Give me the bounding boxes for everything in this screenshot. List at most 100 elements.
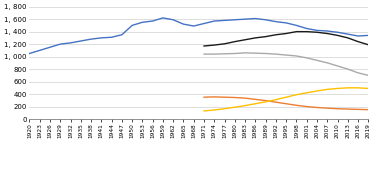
0～14歳 [253, 98, 258, 101]
総数 [192, 25, 196, 27]
総数 [284, 22, 288, 24]
総数 [315, 29, 319, 31]
0～14歳 [304, 105, 309, 108]
0～14歳 [243, 97, 248, 99]
Line: 15～64歳: 15～64歳 [204, 53, 368, 75]
15～64歳 [274, 53, 278, 55]
0～14歳 [345, 108, 350, 110]
65歳以上 [335, 87, 340, 90]
総数 [130, 24, 134, 26]
総数 [38, 49, 42, 51]
15歳以上 [232, 41, 237, 43]
15歳以上 [284, 32, 288, 35]
15～64歳 [335, 65, 340, 67]
Line: 総数: 総数 [30, 18, 368, 54]
15歳以上 [212, 44, 216, 46]
65歳以上 [315, 90, 319, 92]
65歳以上 [325, 88, 330, 91]
総数 [335, 31, 340, 33]
総数 [294, 24, 299, 26]
総数 [150, 20, 155, 22]
Line: 65歳以上: 65歳以上 [204, 88, 368, 111]
0～14歳 [284, 103, 288, 105]
65歳以上 [232, 106, 237, 108]
総数 [120, 34, 124, 36]
15歳以上 [294, 31, 299, 33]
15歳以上 [366, 44, 370, 46]
0～14歳 [315, 106, 319, 109]
総数 [253, 17, 258, 20]
総数 [161, 17, 165, 19]
0～14歳 [366, 108, 370, 111]
15～64歳 [222, 53, 227, 55]
65歳以上 [202, 110, 206, 112]
15歳以上 [222, 43, 227, 45]
15歳以上 [345, 37, 350, 39]
15歳以上 [356, 41, 360, 43]
15～64歳 [284, 54, 288, 56]
Line: 15歳以上: 15歳以上 [204, 32, 368, 46]
15歳以上 [274, 34, 278, 36]
65歳以上 [263, 101, 268, 103]
15歳以上 [202, 45, 206, 47]
総数 [110, 36, 114, 38]
総数 [140, 21, 145, 23]
総数 [212, 20, 216, 22]
15歳以上 [253, 37, 258, 39]
15～64歳 [315, 59, 319, 61]
15～64歳 [345, 68, 350, 70]
15歳以上 [243, 39, 248, 41]
0～14歳 [263, 99, 268, 102]
65歳以上 [274, 98, 278, 101]
総数 [68, 42, 73, 44]
65歳以上 [294, 94, 299, 96]
65歳以上 [345, 87, 350, 89]
0～14歳 [335, 108, 340, 110]
15～64歳 [243, 52, 248, 54]
15歳以上 [304, 31, 309, 33]
65歳以上 [284, 96, 288, 98]
0～14歳 [222, 96, 227, 98]
65歳以上 [222, 108, 227, 110]
総数 [48, 46, 52, 48]
15歳以上 [263, 36, 268, 38]
総数 [58, 43, 63, 45]
65歳以上 [212, 109, 216, 111]
65歳以上 [356, 87, 360, 89]
総数 [232, 19, 237, 21]
総数 [366, 34, 370, 36]
65歳以上 [243, 104, 248, 107]
15～64歳 [304, 57, 309, 59]
総数 [89, 38, 93, 40]
総数 [181, 23, 186, 25]
15歳以上 [325, 32, 330, 35]
65歳以上 [304, 92, 309, 94]
総数 [263, 19, 268, 21]
15歳以上 [335, 34, 340, 36]
15～64歳 [253, 52, 258, 54]
総数 [243, 18, 248, 20]
15～64歳 [263, 52, 268, 55]
総数 [99, 37, 104, 39]
総数 [222, 19, 227, 22]
総数 [274, 21, 278, 23]
15～64歳 [366, 74, 370, 76]
0～14歳 [294, 104, 299, 106]
総数 [325, 30, 330, 32]
0～14歳 [232, 96, 237, 99]
総数 [78, 40, 83, 42]
65歳以上 [366, 87, 370, 90]
15～64歳 [212, 53, 216, 55]
総数 [345, 33, 350, 35]
総数 [304, 27, 309, 30]
0～14歳 [202, 96, 206, 98]
0～14歳 [274, 101, 278, 103]
総数 [202, 22, 206, 25]
15～64歳 [325, 62, 330, 64]
15～64歳 [294, 55, 299, 57]
0～14歳 [356, 108, 360, 111]
総数 [171, 19, 176, 21]
65歳以上 [253, 103, 258, 105]
15歳以上 [315, 31, 319, 33]
Line: 0～14歳: 0～14歳 [204, 97, 368, 110]
